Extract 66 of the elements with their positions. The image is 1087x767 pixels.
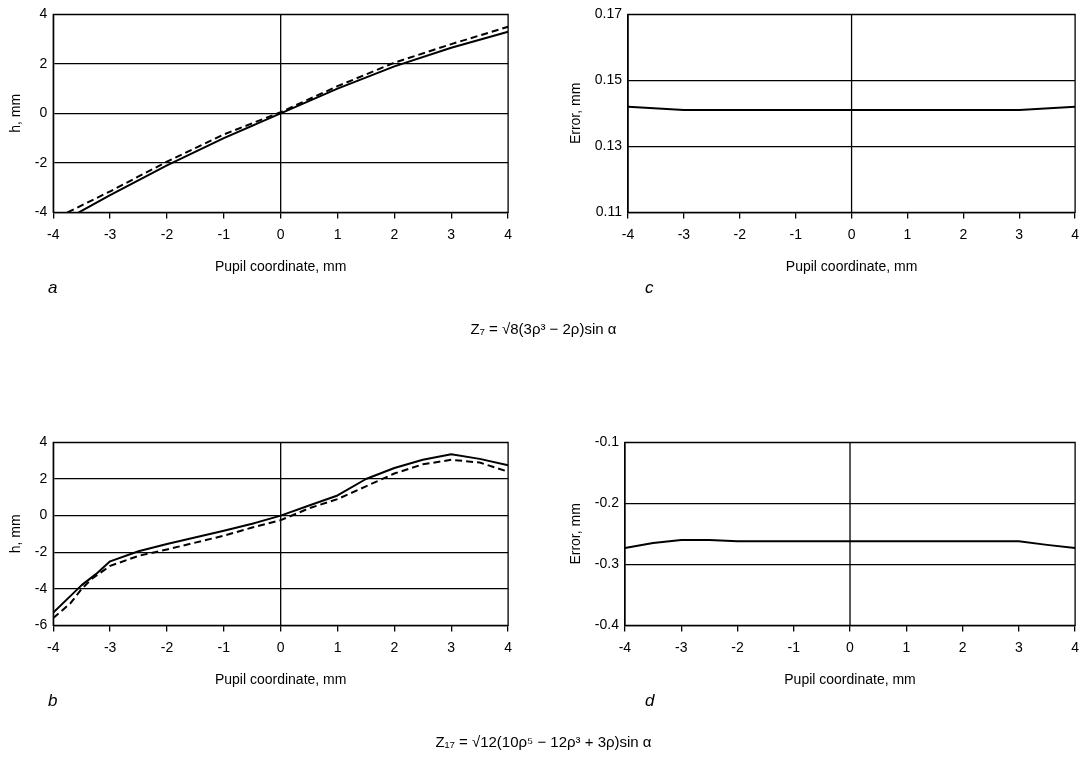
x-tick-label: 3 xyxy=(1015,225,1024,242)
x-tick-label: 4 xyxy=(1071,225,1080,242)
y-tick-label: -0.1 xyxy=(594,433,620,450)
y-axis-title: h, mm xyxy=(7,93,24,133)
y-axis-title: h, mm xyxy=(7,514,24,554)
x-tick-label: -2 xyxy=(731,638,744,655)
y-tick-label: 0.15 xyxy=(594,71,623,88)
y-tick-label: 0 xyxy=(39,104,48,121)
x-axis-title: Pupil coordinate, mm xyxy=(214,671,347,688)
x-tick-label: 3 xyxy=(447,638,456,655)
y-tick-label: 4 xyxy=(39,5,48,22)
y-axis-title: Error, mm xyxy=(567,503,584,565)
x-tick-label: -3 xyxy=(674,638,688,655)
y-tick-label: -2 xyxy=(34,153,48,170)
y-tick-label: -4 xyxy=(34,579,48,596)
x-tick-label: 1 xyxy=(333,638,342,655)
y-tick-label: 4 xyxy=(39,433,48,450)
x-tick-label: -2 xyxy=(733,225,747,242)
x-tick-label: -4 xyxy=(621,225,635,242)
x-tick-label: -1 xyxy=(217,225,231,242)
y-tick-label: 0.13 xyxy=(594,137,623,154)
y-tick-label: -0.3 xyxy=(594,555,620,572)
x-tick-label: 0 xyxy=(276,638,285,655)
y-tick-label: -2 xyxy=(34,543,48,560)
x-tick-label: -2 xyxy=(160,225,174,242)
y-tick-label: 0.17 xyxy=(594,5,623,22)
text: b xyxy=(48,691,58,711)
text: c xyxy=(645,278,654,298)
x-tick-label: 2 xyxy=(958,638,967,655)
x-tick-label: -2 xyxy=(160,638,174,655)
x-tick-label: -1 xyxy=(217,638,231,655)
x-tick-label: 0 xyxy=(276,225,285,242)
x-tick-label: 0 xyxy=(847,225,856,242)
y-tick-label: 0.11 xyxy=(595,203,623,220)
y-axis-title: Error, mm xyxy=(567,82,584,145)
x-axis-title: Pupil coordinate, mm xyxy=(785,258,918,275)
x-tick-label: 1 xyxy=(902,638,911,655)
x-tick-label: 4 xyxy=(1071,638,1080,655)
x-tick-label: -1 xyxy=(787,638,801,655)
text: Z₇ = √8(3ρ³ − 2ρ)sin α xyxy=(469,320,618,337)
y-tick-label: -6 xyxy=(34,616,48,633)
y-tick-label: 0 xyxy=(39,506,48,523)
x-tick-label: 1 xyxy=(903,225,912,242)
x-tick-label: 4 xyxy=(504,225,513,242)
x-tick-label: 1 xyxy=(333,225,342,242)
x-tick-label: 0 xyxy=(846,638,855,655)
text: a xyxy=(48,278,58,298)
y-tick-label: 2 xyxy=(39,54,48,71)
x-tick-label: -3 xyxy=(677,225,691,242)
text: Z₁₇ = √12(10ρ⁵ − 12ρ³ + 3ρ)sin α xyxy=(434,733,653,750)
x-tick-label: 2 xyxy=(390,638,399,655)
x-tick-label: -3 xyxy=(103,225,117,242)
y-tick-label: -4 xyxy=(34,203,48,220)
text: d xyxy=(645,691,655,711)
x-tick-label: -1 xyxy=(789,225,803,242)
x-tick-label: 2 xyxy=(959,225,968,242)
y-tick-label: -0.4 xyxy=(594,616,620,633)
x-axis-title: Pupil coordinate, mm xyxy=(784,671,916,688)
x-tick-label: 3 xyxy=(447,225,456,242)
x-tick-label: -3 xyxy=(103,638,117,655)
x-tick-label: 4 xyxy=(504,638,513,655)
y-tick-label: 2 xyxy=(39,469,48,486)
y-tick-label: -0.2 xyxy=(594,494,620,511)
x-tick-label: 3 xyxy=(1014,638,1023,655)
x-tick-label: 2 xyxy=(390,225,399,242)
x-axis-title: Pupil coordinate, mm xyxy=(214,258,347,275)
